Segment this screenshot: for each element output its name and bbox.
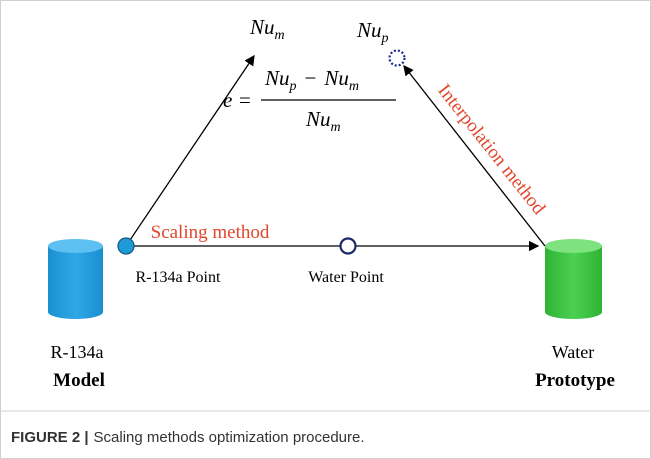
point-label: R-134a Point — [136, 269, 221, 286]
nu-p: Nup — [356, 18, 389, 46]
numerator: Nup−Num — [264, 66, 359, 94]
equation-lhs: e = — [223, 88, 252, 112]
nu-m: Num — [249, 15, 285, 43]
prototype-cylinder — [545, 239, 602, 319]
water-point — [341, 239, 356, 254]
role-label: Prototype — [535, 370, 615, 391]
model-arrow — [126, 56, 254, 246]
figure: Num Nup e = Nup−Num Num Interpolation me… — [0, 0, 651, 459]
denominator: Num — [305, 107, 341, 135]
model-point — [118, 238, 134, 254]
caption: FIGURE 2 |Scaling methods optimization p… — [11, 429, 365, 446]
prototype-point — [390, 51, 405, 66]
role-label: Model — [53, 370, 105, 391]
fluid-label: R-134a — [51, 342, 104, 362]
model-cylinder — [48, 239, 103, 319]
fluid-label: Water — [552, 342, 595, 362]
interpolation-arrow — [404, 66, 545, 246]
scaling-label: Scaling method — [151, 222, 270, 243]
point-label: Water Point — [308, 269, 384, 286]
interpolation-label: Interpolation method — [433, 80, 549, 219]
